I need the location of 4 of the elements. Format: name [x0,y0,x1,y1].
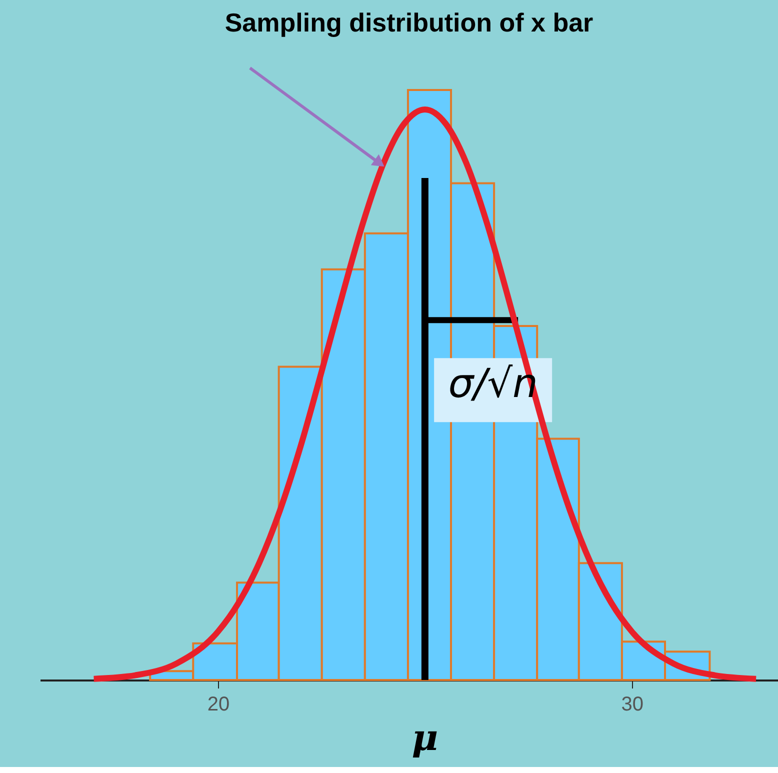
x-tick-label: 20 [207,694,230,716]
chart-title: Sampling distribution of x bar [224,8,594,38]
x-tick-label: 30 [621,694,644,716]
ref-line-label: μ [412,717,438,759]
